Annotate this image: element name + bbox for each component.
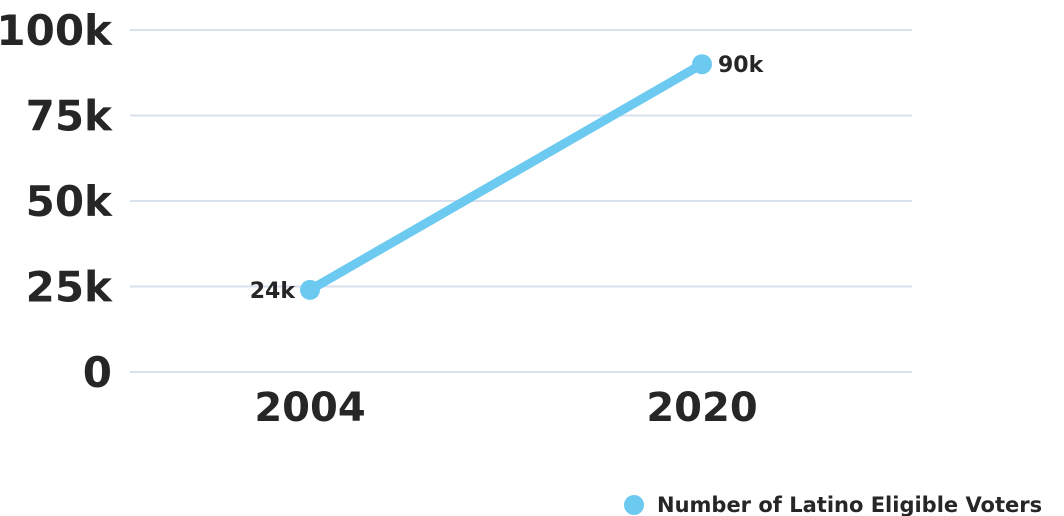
legend-label: Number of Latino Eligible Voters bbox=[657, 493, 1042, 516]
y-axis-ticks: 0 25k 50k 75k 100k bbox=[0, 6, 113, 397]
y-tick-label: 75k bbox=[26, 92, 113, 141]
y-tick-label: 100k bbox=[0, 6, 113, 55]
data-label-2004: 24k bbox=[250, 279, 297, 304]
x-axis-ticks: 2004 2020 bbox=[254, 385, 757, 431]
y-tick-label: 0 bbox=[83, 348, 112, 397]
legend-marker bbox=[624, 495, 644, 515]
x-tick-label: 2020 bbox=[646, 385, 757, 431]
grid-lines bbox=[130, 29, 912, 373]
data-point-2020 bbox=[692, 54, 712, 75]
x-tick-label: 2004 bbox=[254, 385, 365, 431]
data-label-2020: 90k bbox=[718, 53, 765, 78]
data-point-2004 bbox=[300, 279, 320, 300]
legend: Number of Latino Eligible Voters bbox=[624, 493, 1042, 516]
y-tick-label: 50k bbox=[26, 177, 113, 226]
y-tick-label: 25k bbox=[26, 263, 113, 312]
series-line bbox=[305, 59, 707, 295]
series-layer: 24k 90k bbox=[250, 53, 765, 304]
